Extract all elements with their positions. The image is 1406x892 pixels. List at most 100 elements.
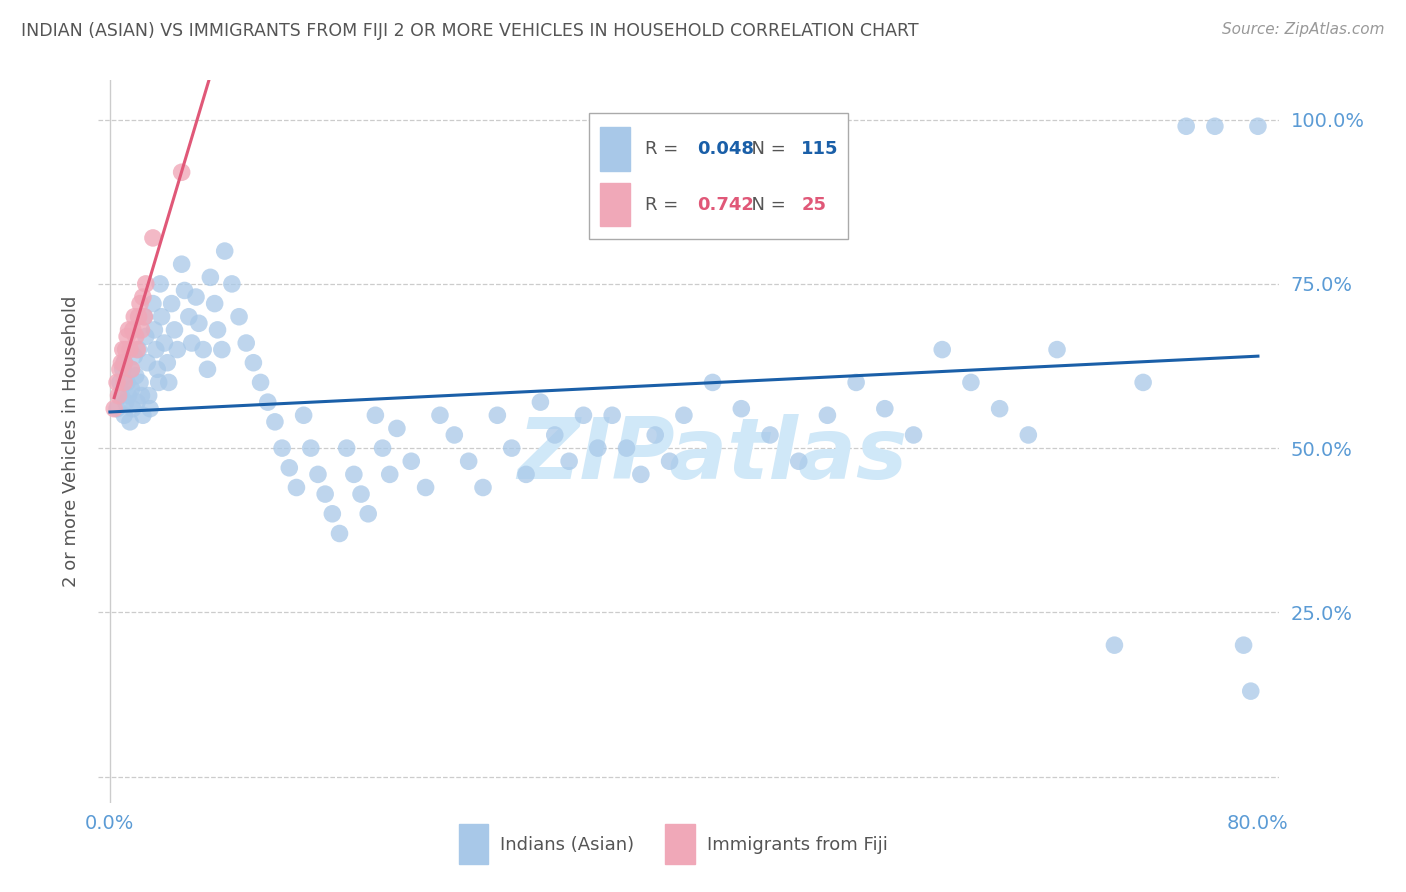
Point: [1204, 120, 1226, 134]
Point: [385, 421, 408, 435]
Point: [988, 401, 1011, 416]
Point: [128, 343, 150, 357]
Point: [129, 376, 152, 390]
Point: [371, 441, 394, 455]
Point: [214, 244, 236, 258]
Point: [401, 454, 423, 468]
Point: [134, 310, 156, 324]
Point: [644, 428, 666, 442]
Point: [600, 409, 623, 423]
Point: [139, 401, 162, 416]
Text: Indians (Asian): Indians (Asian): [501, 836, 634, 854]
Point: [148, 376, 170, 390]
Text: ZIPatlas: ZIPatlas: [517, 415, 908, 498]
Point: [207, 323, 229, 337]
Bar: [458, 824, 488, 864]
Point: [177, 310, 200, 324]
Point: [121, 401, 143, 416]
Point: [173, 284, 195, 298]
Point: [558, 454, 581, 468]
Point: [115, 329, 138, 343]
Point: [960, 376, 983, 390]
FancyBboxPatch shape: [589, 112, 848, 239]
Point: [145, 343, 167, 357]
Point: [132, 409, 155, 423]
Point: [204, 296, 226, 310]
Text: Immigrants from Fiji: Immigrants from Fiji: [707, 836, 887, 854]
Point: [815, 409, 838, 423]
Point: [658, 454, 681, 468]
Point: [1132, 376, 1154, 390]
Point: [336, 441, 359, 455]
Point: [1240, 684, 1263, 698]
Point: [136, 356, 159, 370]
Bar: [600, 183, 630, 227]
Text: N =: N =: [740, 140, 792, 158]
Point: [1175, 120, 1198, 134]
Point: [457, 454, 479, 468]
Point: [149, 277, 172, 291]
Text: R =: R =: [645, 195, 685, 213]
Point: [443, 428, 465, 442]
Point: [125, 368, 148, 383]
Point: [112, 356, 135, 370]
Point: [127, 343, 149, 357]
Point: [264, 415, 287, 429]
Point: [115, 376, 138, 390]
Point: [759, 428, 782, 442]
Point: [127, 395, 149, 409]
Point: [672, 409, 695, 423]
Point: [200, 270, 222, 285]
Point: [350, 487, 373, 501]
Bar: [600, 128, 630, 170]
Point: [132, 290, 155, 304]
Point: [180, 336, 202, 351]
Point: [118, 343, 141, 357]
Point: [1232, 638, 1254, 652]
Point: [124, 310, 146, 324]
Point: [146, 362, 169, 376]
Text: N =: N =: [740, 195, 792, 213]
Point: [616, 441, 638, 455]
Point: [630, 467, 652, 482]
Point: [112, 376, 135, 390]
Point: [249, 376, 271, 390]
Point: [931, 343, 953, 357]
Point: [193, 343, 215, 357]
Point: [121, 323, 143, 337]
Point: [415, 481, 437, 495]
Point: [211, 343, 233, 357]
Point: [378, 467, 401, 482]
Point: [135, 329, 157, 343]
Point: [125, 329, 148, 343]
Point: [292, 409, 315, 423]
Point: [787, 454, 810, 468]
Point: [501, 441, 523, 455]
Point: [170, 165, 193, 179]
Point: [111, 343, 134, 357]
Point: [166, 343, 188, 357]
Point: [120, 362, 142, 376]
Point: [228, 310, 250, 324]
Point: [157, 376, 180, 390]
Point: [1104, 638, 1126, 652]
Point: [105, 401, 128, 416]
Point: [108, 362, 131, 376]
Point: [702, 376, 724, 390]
Point: [221, 277, 243, 291]
Point: [142, 231, 165, 245]
Point: [343, 467, 366, 482]
Point: [110, 388, 132, 402]
Point: [529, 395, 551, 409]
Point: [135, 277, 157, 291]
Point: [112, 356, 135, 370]
Text: 0.742: 0.742: [697, 195, 754, 213]
Point: [160, 296, 183, 310]
Point: [117, 388, 139, 402]
Y-axis label: 2 or more Vehicles in Household: 2 or more Vehicles in Household: [62, 296, 80, 587]
Point: [138, 388, 160, 402]
Point: [187, 316, 209, 330]
Point: [156, 356, 179, 370]
Point: [321, 507, 343, 521]
Point: [278, 460, 301, 475]
